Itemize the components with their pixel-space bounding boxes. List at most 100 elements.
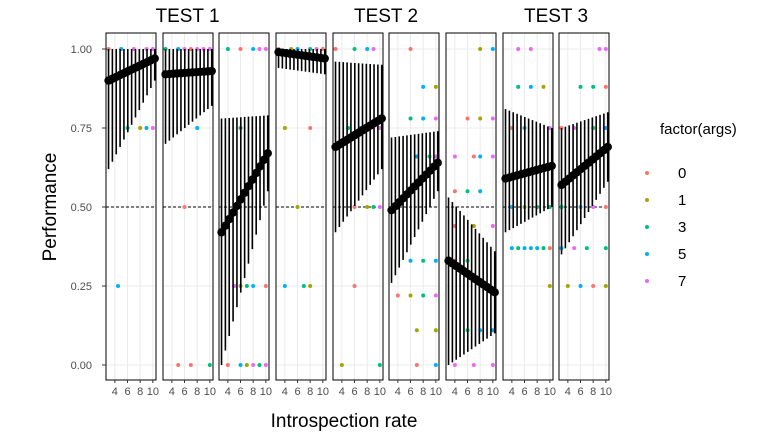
data-point [465, 189, 470, 194]
data-point [509, 246, 514, 251]
data-point [465, 116, 470, 121]
data-point [547, 205, 552, 209]
data-point [238, 363, 243, 367]
data-point [433, 293, 438, 298]
trend-point [240, 188, 249, 197]
data-point [308, 126, 313, 130]
legend-item: 1 [645, 192, 686, 209]
data-point [433, 154, 438, 159]
x-tick-label: 8 [534, 386, 540, 398]
data-point [377, 205, 382, 209]
panel-3 [217, 32, 272, 381]
x-tick-label: 6 [124, 386, 130, 398]
data-point [603, 47, 608, 51]
data-point [352, 284, 357, 288]
panel-4 [274, 32, 329, 381]
data-point [257, 363, 262, 367]
trend-point [150, 54, 159, 63]
x-tick-label: 8 [194, 386, 200, 398]
data-point [433, 84, 438, 89]
x-tick-label: 8 [477, 386, 483, 398]
x-axis-title: Introspection rate [271, 411, 418, 432]
data-point [195, 126, 200, 130]
legend-label: 1 [678, 192, 686, 209]
panel-6 [387, 32, 442, 381]
data-point [535, 246, 540, 251]
trend-point [320, 54, 329, 63]
legend-swatch [645, 171, 649, 175]
data-point [547, 284, 552, 288]
legend-item: 0 [645, 165, 686, 182]
data-point [371, 47, 376, 51]
data-point [116, 284, 121, 288]
x-tick-label: 4 [112, 386, 118, 398]
legend-title: factor(args) [660, 121, 737, 138]
data-point [478, 116, 483, 121]
data-point [263, 363, 268, 367]
test-titles: TEST 1 TEST 2 TEST 3 [155, 6, 588, 27]
panels-layer [104, 32, 612, 381]
data-point [408, 258, 413, 263]
data-point [516, 246, 521, 251]
test-title: TEST 3 [524, 6, 588, 27]
data-point [282, 126, 287, 130]
data-point [408, 47, 413, 51]
data-point [603, 126, 608, 130]
trend-point [603, 142, 612, 152]
x-tick-label: 8 [137, 386, 143, 398]
data-point [578, 84, 583, 89]
y-axis-title: Performance [40, 153, 61, 262]
data-point [138, 126, 143, 130]
trend-point [547, 161, 556, 171]
data-point [408, 116, 413, 121]
panel-border [162, 32, 214, 381]
data-point [591, 205, 596, 209]
data-point [377, 363, 382, 367]
panel-border [388, 32, 440, 381]
test-title: TEST 1 [155, 6, 219, 27]
trend-point [228, 208, 238, 217]
data-point [421, 258, 426, 263]
x-tick-label: 4 [509, 386, 515, 398]
x-tick-label: 10 [374, 386, 386, 398]
data-point [572, 246, 577, 251]
data-point [433, 258, 438, 263]
data-point [414, 328, 419, 333]
data-point [244, 363, 249, 367]
data-point [333, 47, 338, 51]
data-point [578, 284, 583, 288]
trend-point [259, 155, 269, 165]
data-point [478, 189, 483, 194]
data-point [377, 126, 382, 130]
data-point [516, 47, 521, 51]
data-point [490, 47, 495, 51]
data-point [478, 154, 483, 159]
legend-swatch [645, 225, 649, 229]
x-tick-label: 6 [577, 386, 583, 398]
data-point [603, 246, 608, 251]
x-tick-label: 4 [339, 386, 345, 398]
x-tick-label: 6 [521, 386, 527, 398]
panel-1 [104, 32, 159, 381]
trend-point [263, 149, 272, 158]
panel-9 [557, 32, 612, 381]
data-point [251, 363, 256, 367]
data-point [547, 126, 552, 130]
data-point [308, 284, 313, 288]
data-point [541, 84, 546, 89]
data-point [225, 363, 230, 367]
x-tick-label: 6 [351, 386, 357, 398]
data-point [176, 363, 181, 367]
data-point [282, 284, 287, 288]
trend-point [236, 195, 245, 204]
data-point [603, 84, 608, 89]
legend-item: 3 [645, 219, 686, 236]
data-point [452, 363, 457, 367]
data-point [225, 47, 230, 51]
y-tick-label: 1.00 [71, 44, 92, 56]
panel-border [332, 32, 384, 381]
panel-border [445, 32, 497, 381]
x-tick-label: 4 [169, 386, 175, 398]
legend-label: 7 [678, 273, 686, 290]
data-point [490, 363, 495, 367]
